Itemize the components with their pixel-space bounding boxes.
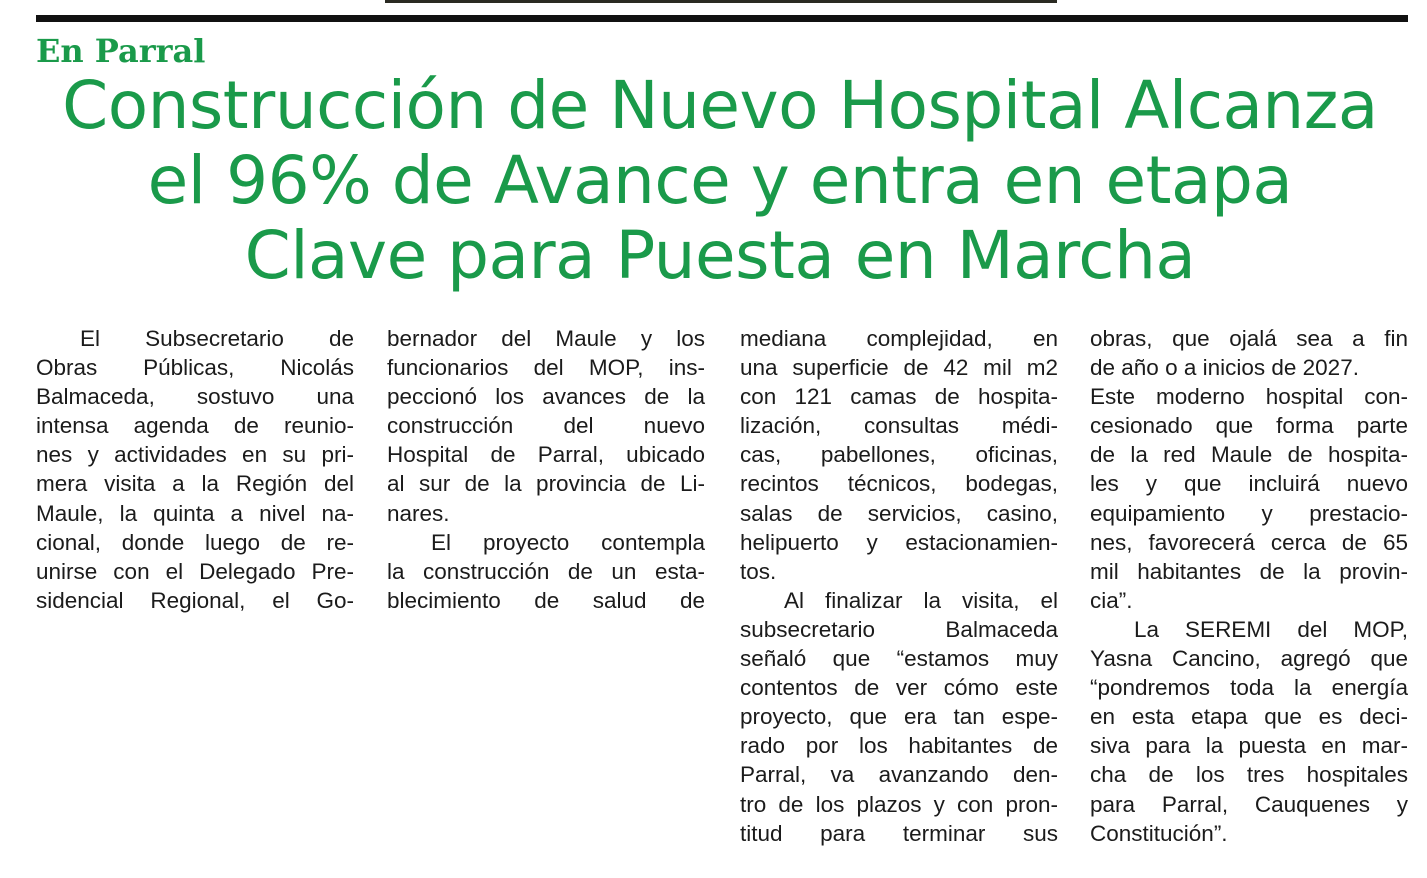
text-line: Constitución”.: [1090, 820, 1228, 846]
text-line: helipuerto y estacionamien-: [740, 529, 1058, 555]
article-column-4: obras, que ojalá sea a fin de año o a ini…: [1090, 324, 1408, 848]
text-line: bernador del Maule y los: [387, 326, 705, 351]
top-photo-edge: [385, 0, 1057, 3]
text-line: de la red Maule de hospita-: [1090, 442, 1408, 468]
text-line: Hospital de Parral, ubicado: [387, 442, 705, 468]
text-line: Este moderno hospital con-: [1090, 384, 1408, 410]
paragraph: Al finalizar la visita, el subsecretario …: [740, 586, 1058, 848]
headline-line: Construcción de Nuevo Hospital Alcanza: [62, 67, 1378, 144]
text-line: Balmaceda, sostuvo una: [36, 384, 354, 410]
text-line: El proyecto contempla: [431, 529, 705, 555]
text-line: cesionado que forma parte: [1090, 413, 1408, 439]
paragraph: mediana complejidad, en una superficie de…: [740, 324, 1058, 586]
text-line: tos.: [740, 558, 777, 584]
text-line: siva para la puesta en mar-: [1090, 733, 1408, 759]
text-line: nes y actividades en su pri-: [36, 442, 354, 468]
paragraph: La SEREMI del MOP, Yasna Cancino, agregó …: [1090, 615, 1408, 848]
text-line: contentos de ver cómo este: [740, 675, 1058, 701]
text-line: mediana complejidad, en: [740, 326, 1058, 351]
text-line: “pondremos toda la energía: [1090, 675, 1408, 701]
text-line: Obras Públicas, Nicolás: [36, 355, 354, 381]
text-line: señaló que “estamos muy: [740, 646, 1058, 672]
text-line: Al finalizar la visita, el: [784, 587, 1058, 613]
text-line: de año o a inicios de 2027.: [1090, 355, 1359, 381]
text-line: peccionó los avances de la: [387, 384, 705, 410]
text-line: una superficie de 42 mil m2: [740, 355, 1058, 381]
article-column-1: El Subsecretario de Obras Públicas, Nicol…: [36, 324, 354, 615]
section-kicker: En Parral: [36, 32, 206, 70]
text-line: proyecto, que era tan espe-: [740, 704, 1058, 730]
text-line: mil habitantes de la provin-: [1090, 558, 1408, 584]
text-line: unirse con el Delegado Pre-: [36, 558, 354, 584]
headline-line: el 96% de Avance y entra en etapa: [147, 142, 1293, 219]
text-line: mera visita a la Región del: [36, 471, 354, 497]
text-line: nares.: [387, 500, 450, 526]
text-line: salas de servicios, casino,: [740, 500, 1058, 526]
text-line: tro de los plazos y con pron-: [740, 791, 1058, 817]
text-line: titud para terminar sus: [740, 820, 1058, 846]
text-line: Maule, la quinta a nivel na-: [36, 500, 354, 526]
paragraph: bernador del Maule y los funcionarios del…: [387, 324, 705, 528]
article-column-2: bernador del Maule y los funcionarios del…: [387, 324, 705, 615]
text-line: intensa agenda de reunio-: [36, 413, 354, 439]
text-line: sidencial Regional, el Go-: [36, 587, 354, 613]
text-line: cha de los tres hospitales: [1090, 762, 1408, 788]
text-line: equipamiento y prestacio-: [1090, 500, 1408, 526]
paragraph: El proyecto contempla la construcción de …: [387, 528, 705, 615]
text-line: construcción del nuevo: [387, 413, 705, 439]
article-column-3: mediana complejidad, en una superficie de…: [740, 324, 1058, 848]
text-line: La SEREMI del MOP,: [1134, 616, 1408, 642]
text-line: subsecretario Balmaceda: [740, 616, 1058, 642]
text-line: Parral, va avanzando den-: [740, 762, 1058, 788]
paragraph: El Subsecretario de Obras Públicas, Nicol…: [36, 324, 354, 615]
text-line: cia”.: [1090, 587, 1133, 613]
text-line: la construcción de un esta-: [387, 558, 705, 584]
text-line: para Parral, Cauquenes y: [1090, 791, 1408, 817]
text-line: blecimiento de salud de: [387, 587, 705, 613]
headline-line: Clave para Puesta en Marcha: [244, 217, 1196, 294]
text-line: funcionarios del MOP, ins-: [387, 355, 705, 381]
text-line: cas, pabellones, oficinas,: [740, 442, 1058, 468]
section-rule: [36, 15, 1408, 22]
text-line: rado por los habitantes de: [740, 733, 1058, 759]
paragraph: obras, que ojalá sea a fin de año o a ini…: [1090, 324, 1408, 615]
text-line: cional, donde luego de re-: [36, 529, 354, 555]
text-line: El Subsecretario de: [80, 326, 354, 351]
text-line: recintos técnicos, bodegas,: [740, 471, 1058, 497]
text-line: al sur de la provincia de Li-: [387, 471, 705, 497]
text-line: obras, que ojalá sea a fin: [1090, 326, 1408, 351]
text-line: Yasna Cancino, agregó que: [1090, 646, 1408, 672]
headline: Construcción de Nuevo Hospital Alcanza e…: [20, 68, 1420, 293]
text-line: lización, consultas médi-: [740, 413, 1058, 439]
text-line: con 121 camas de hospita-: [740, 384, 1058, 410]
text-line: en esta etapa que es deci-: [1090, 704, 1408, 730]
text-line: nes, favorecerá cerca de 65: [1090, 529, 1408, 555]
text-line: les y que incluirá nuevo: [1090, 471, 1408, 497]
